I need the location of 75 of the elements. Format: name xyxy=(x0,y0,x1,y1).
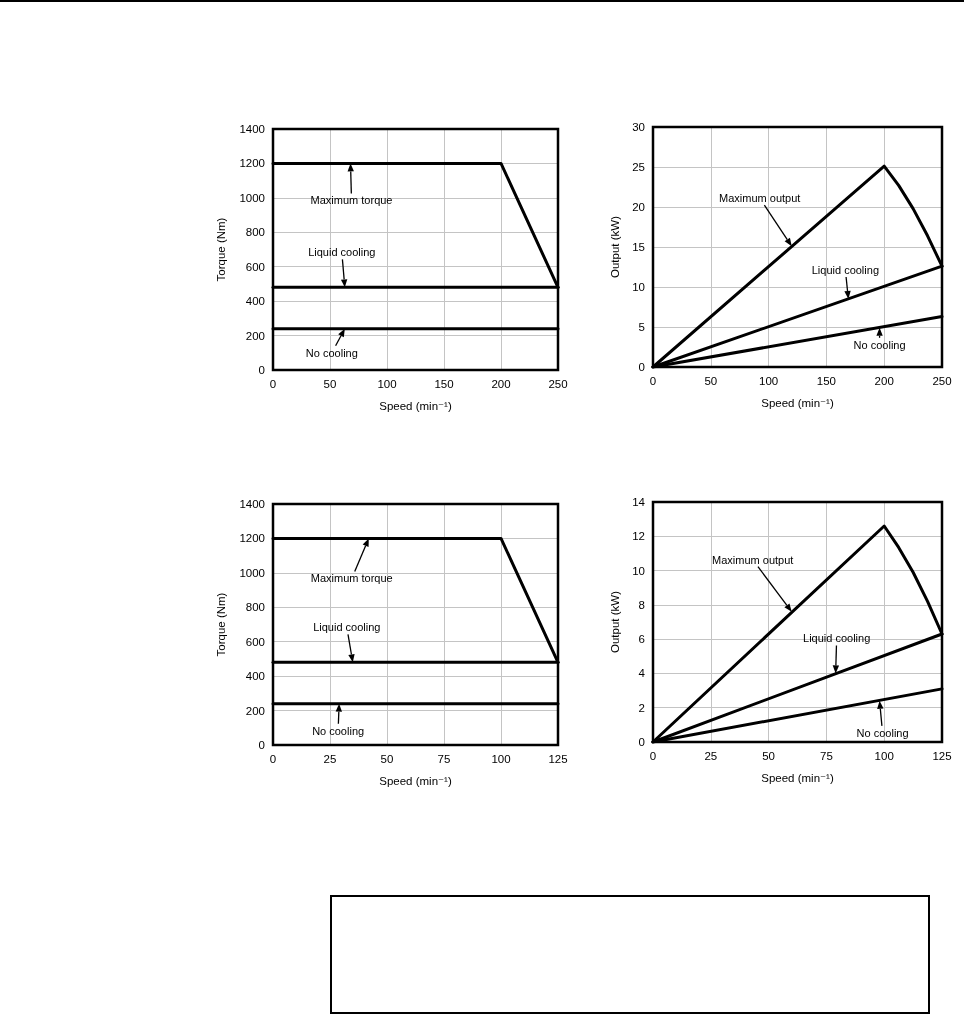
annotation: No cooling xyxy=(856,726,909,739)
y-tick-label: 0 xyxy=(258,739,265,751)
y-tick-label: 800 xyxy=(245,226,265,239)
annotation: Liquid cooling xyxy=(313,621,381,634)
x-tick-label: 25 xyxy=(323,753,337,765)
x-tick-label: 50 xyxy=(704,375,718,387)
annotation: Maximum output xyxy=(712,553,794,566)
y-axis-title: Torque (Nm) xyxy=(215,217,227,282)
annotation: Liquid cooling xyxy=(308,246,376,259)
y-tick-label: 2 xyxy=(638,701,645,714)
annotation: Maximum output xyxy=(719,192,801,205)
y-tick-label: 10 xyxy=(632,564,645,577)
y-tick-label: 1200 xyxy=(239,157,265,170)
x-axis-title: Speed (min⁻¹) xyxy=(379,775,452,787)
x-tick-label: 150 xyxy=(816,375,836,387)
y-tick-label: 400 xyxy=(245,670,265,683)
x-tick-label: 200 xyxy=(491,378,511,390)
y-tick-label: 20 xyxy=(632,201,645,213)
y-tick-label: 4 xyxy=(638,667,646,680)
x-tick-label: 200 xyxy=(874,375,894,387)
x-tick-label: 0 xyxy=(269,753,277,765)
x-tick-label: 0 xyxy=(649,375,657,387)
y-tick-label: 1000 xyxy=(239,191,265,204)
y-tick-label: 0 xyxy=(638,736,645,748)
annotation: No cooling xyxy=(853,338,906,351)
y-axis-title: Torque (Nm) xyxy=(215,592,227,657)
x-tick-label: 0 xyxy=(269,378,277,390)
y-tick-label: 600 xyxy=(245,260,265,273)
x-tick-label: 75 xyxy=(437,753,451,765)
annotation: Maximum torque xyxy=(310,572,393,585)
x-tick-label: 25 xyxy=(704,750,718,762)
x-tick-label: 150 xyxy=(434,378,454,390)
y-tick-label: 6 xyxy=(638,633,645,646)
x-tick-label: 250 xyxy=(548,378,568,390)
y-tick-label: 400 xyxy=(245,295,265,308)
x-tick-label: 250 xyxy=(932,375,952,387)
x-tick-label: 50 xyxy=(762,750,775,762)
y-tick-label: 25 xyxy=(632,161,645,173)
y-tick-label: 5 xyxy=(638,321,645,333)
x-tick-label: 0 xyxy=(649,750,657,762)
x-tick-label: 50 xyxy=(323,378,337,390)
x-axis-title: Speed (min⁻¹) xyxy=(761,397,834,409)
y-tick-label: 1400 xyxy=(239,123,265,135)
y-tick-label: 14 xyxy=(632,496,646,508)
y-axis-title: Output (kW) xyxy=(609,590,622,653)
y-axis-title: Output (kW) xyxy=(609,215,622,278)
y-tick-label: 1200 xyxy=(239,532,265,545)
x-tick-label: 100 xyxy=(491,753,511,765)
y-tick-label: 0 xyxy=(258,364,265,376)
x-axis-title: Speed (min⁻¹) xyxy=(761,772,834,784)
y-tick-label: 0 xyxy=(638,361,645,373)
x-tick-label: 125 xyxy=(548,753,568,765)
x-tick-label: 125 xyxy=(932,750,952,762)
annotation: Liquid cooling xyxy=(811,264,879,276)
annotation: No cooling xyxy=(312,724,365,737)
y-tick-label: 800 xyxy=(245,601,265,614)
y-tick-label: 30 xyxy=(632,121,645,133)
y-tick-label: 1000 xyxy=(239,566,265,579)
annotation: Liquid cooling xyxy=(803,632,871,645)
annotation: Maximum torque xyxy=(310,194,393,207)
x-tick-label: 100 xyxy=(874,750,894,762)
x-tick-label: 100 xyxy=(759,375,779,387)
y-tick-label: 1400 xyxy=(239,498,265,510)
x-tick-label: 75 xyxy=(820,750,833,762)
y-tick-label: 200 xyxy=(245,704,265,717)
x-axis-title: Speed (min⁻¹) xyxy=(379,400,452,412)
y-tick-label: 200 xyxy=(245,329,265,342)
y-tick-label: 12 xyxy=(632,530,645,543)
annotation: No cooling xyxy=(305,346,358,359)
y-tick-label: 15 xyxy=(632,241,645,253)
y-tick-label: 10 xyxy=(632,281,645,293)
x-tick-label: 100 xyxy=(377,378,397,390)
x-tick-label: 50 xyxy=(380,753,394,765)
y-tick-label: 600 xyxy=(245,635,265,648)
y-tick-label: 8 xyxy=(638,598,645,611)
